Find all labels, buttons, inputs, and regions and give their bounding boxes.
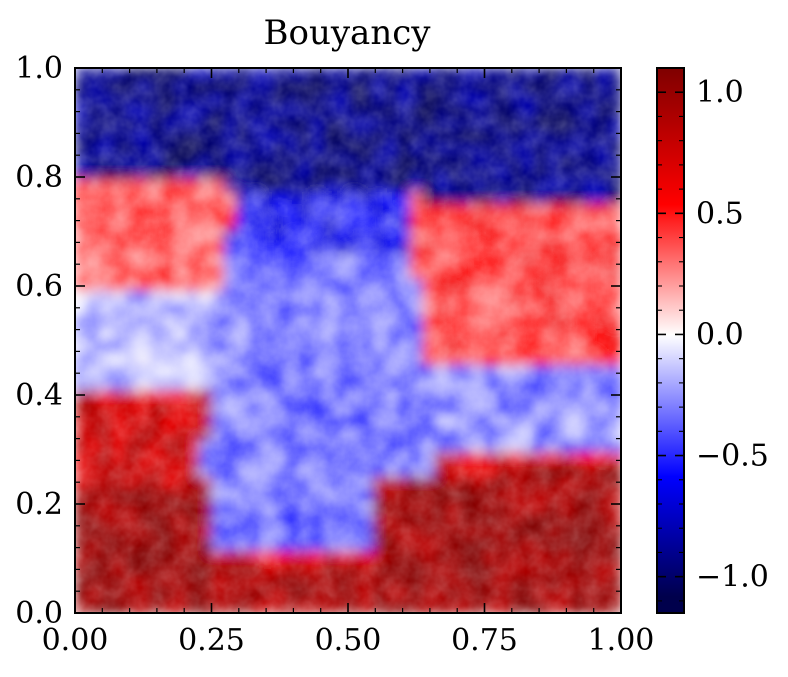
colorbar-tick-label: 0.0 [696, 317, 744, 352]
x-tick-label: 0.75 [451, 623, 518, 658]
chart-title: Bouyancy [264, 13, 432, 53]
colorbar-tick-label: 0.5 [696, 196, 744, 231]
colorbar-tick-label: −0.5 [696, 439, 769, 474]
x-tick-label: 1.00 [588, 623, 655, 658]
heatmap-field [75, 68, 621, 613]
y-tick-label: 0.4 [15, 378, 63, 413]
y-tick-label: 1.0 [15, 51, 63, 86]
y-tick-label: 0.6 [15, 269, 63, 304]
x-tick-label: 0.25 [178, 623, 245, 658]
y-tick-label: 0.8 [15, 160, 63, 195]
x-axis: 0.00 0.25 0.50 0.75 1.00 [42, 68, 655, 658]
colorbar-tick-label: 1.0 [696, 75, 744, 110]
colorbar [656, 67, 685, 614]
y-tick-label: 0.2 [15, 487, 63, 522]
vortex-texture [75, 68, 621, 613]
x-tick-label: 0.00 [42, 623, 109, 658]
colorbar-axis: 1.0 0.5 0.0 −0.5 −1.0 [657, 67, 769, 602]
colorbar-tick-label: −1.0 [696, 560, 769, 595]
y-tick-label: 0.0 [15, 596, 63, 631]
y-axis: 0.0 0.2 0.4 0.6 0.8 1.0 [15, 51, 621, 631]
x-tick-label: 0.50 [315, 623, 382, 658]
